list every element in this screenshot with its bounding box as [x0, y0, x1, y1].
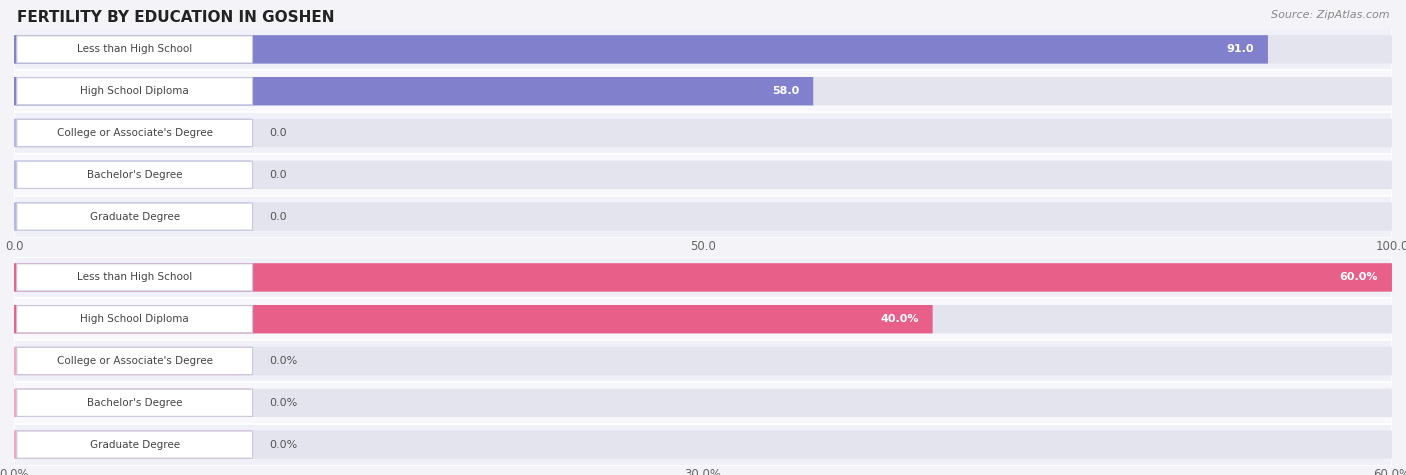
FancyBboxPatch shape — [17, 264, 253, 291]
FancyBboxPatch shape — [17, 203, 253, 230]
Text: 60.0%: 60.0% — [1340, 272, 1378, 283]
Text: Bachelor's Degree: Bachelor's Degree — [87, 398, 183, 408]
Text: 40.0%: 40.0% — [880, 314, 920, 324]
FancyBboxPatch shape — [14, 389, 1392, 417]
Text: 58.0: 58.0 — [772, 86, 800, 96]
FancyBboxPatch shape — [14, 161, 250, 189]
FancyBboxPatch shape — [14, 347, 250, 375]
Text: 0.0: 0.0 — [269, 211, 287, 222]
Text: College or Associate's Degree: College or Associate's Degree — [56, 128, 212, 138]
FancyBboxPatch shape — [14, 77, 1392, 105]
FancyBboxPatch shape — [14, 389, 250, 417]
Bar — [14, 196, 1392, 238]
FancyBboxPatch shape — [14, 77, 813, 105]
Bar — [14, 340, 1392, 382]
FancyBboxPatch shape — [17, 305, 253, 333]
FancyBboxPatch shape — [17, 431, 253, 458]
Bar — [14, 256, 1392, 298]
FancyBboxPatch shape — [17, 36, 253, 63]
Bar — [14, 28, 1392, 70]
Text: Source: ZipAtlas.com: Source: ZipAtlas.com — [1271, 10, 1389, 19]
Bar — [14, 298, 1392, 340]
FancyBboxPatch shape — [14, 305, 932, 333]
Text: 0.0%: 0.0% — [269, 356, 297, 366]
FancyBboxPatch shape — [14, 263, 1392, 292]
FancyBboxPatch shape — [14, 35, 1268, 64]
FancyBboxPatch shape — [14, 305, 1392, 333]
Bar — [14, 424, 1392, 466]
Text: Graduate Degree: Graduate Degree — [90, 439, 180, 450]
Text: High School Diploma: High School Diploma — [80, 86, 188, 96]
Text: FERTILITY BY EDUCATION IN GOSHEN: FERTILITY BY EDUCATION IN GOSHEN — [17, 10, 335, 25]
FancyBboxPatch shape — [14, 119, 250, 147]
FancyBboxPatch shape — [14, 119, 1392, 147]
FancyBboxPatch shape — [17, 161, 253, 189]
Text: High School Diploma: High School Diploma — [80, 314, 188, 324]
FancyBboxPatch shape — [17, 119, 253, 147]
Text: Less than High School: Less than High School — [77, 44, 193, 55]
Text: 0.0%: 0.0% — [269, 398, 297, 408]
FancyBboxPatch shape — [14, 202, 1392, 231]
FancyBboxPatch shape — [14, 263, 1392, 292]
Bar — [14, 112, 1392, 154]
FancyBboxPatch shape — [14, 347, 1392, 375]
FancyBboxPatch shape — [14, 35, 1392, 64]
FancyBboxPatch shape — [14, 430, 250, 459]
Bar — [14, 382, 1392, 424]
Bar — [14, 154, 1392, 196]
Text: 91.0: 91.0 — [1226, 44, 1254, 55]
Text: 0.0%: 0.0% — [269, 439, 297, 450]
Text: Graduate Degree: Graduate Degree — [90, 211, 180, 222]
FancyBboxPatch shape — [14, 161, 1392, 189]
FancyBboxPatch shape — [17, 347, 253, 375]
Text: Bachelor's Degree: Bachelor's Degree — [87, 170, 183, 180]
Text: College or Associate's Degree: College or Associate's Degree — [56, 356, 212, 366]
FancyBboxPatch shape — [17, 389, 253, 417]
Text: 0.0: 0.0 — [269, 170, 287, 180]
FancyBboxPatch shape — [14, 430, 1392, 459]
Bar — [14, 70, 1392, 112]
FancyBboxPatch shape — [14, 202, 250, 231]
Text: Less than High School: Less than High School — [77, 272, 193, 283]
Text: 0.0: 0.0 — [269, 128, 287, 138]
FancyBboxPatch shape — [17, 77, 253, 105]
